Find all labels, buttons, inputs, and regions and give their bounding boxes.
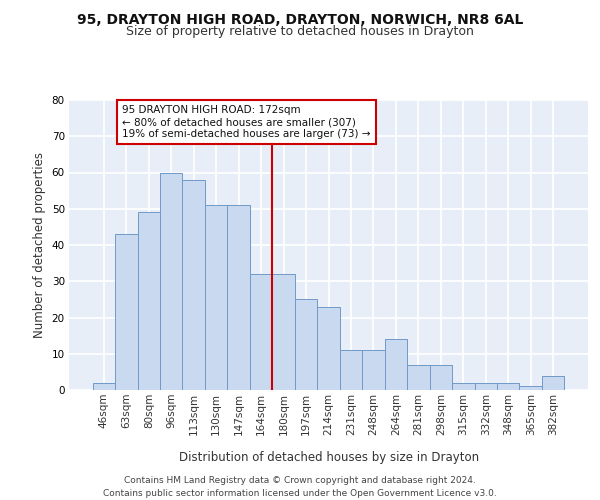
Bar [160,172,182,390]
Y-axis label: Number of detached properties: Number of detached properties [33,152,46,338]
Bar [227,205,250,390]
Text: 95 DRAYTON HIGH ROAD: 172sqm
← 80% of detached houses are smaller (307)
19% of s: 95 DRAYTON HIGH ROAD: 172sqm ← 80% of de… [122,106,370,138]
Bar [182,180,205,390]
Text: Contains HM Land Registry data © Crown copyright and database right 2024.
Contai: Contains HM Land Registry data © Crown c… [103,476,497,498]
Bar [317,306,340,390]
Text: Size of property relative to detached houses in Drayton: Size of property relative to detached ho… [126,25,474,38]
Bar [362,350,385,390]
Bar [385,339,407,390]
Bar [250,274,272,390]
Bar [92,383,115,390]
Bar [430,364,452,390]
Bar [137,212,160,390]
Bar [497,383,520,390]
Bar [340,350,362,390]
Bar [205,205,227,390]
Bar [295,300,317,390]
Bar [475,383,497,390]
Bar [520,386,542,390]
Text: Distribution of detached houses by size in Drayton: Distribution of detached houses by size … [179,451,479,464]
Bar [452,383,475,390]
Bar [542,376,565,390]
Text: 95, DRAYTON HIGH ROAD, DRAYTON, NORWICH, NR8 6AL: 95, DRAYTON HIGH ROAD, DRAYTON, NORWICH,… [77,12,523,26]
Bar [272,274,295,390]
Bar [115,234,137,390]
Bar [407,364,430,390]
